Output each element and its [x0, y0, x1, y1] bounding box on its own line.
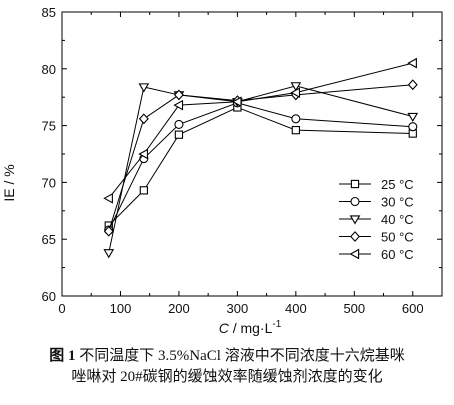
data-point-circle	[291, 114, 301, 124]
data-point-diamond	[173, 89, 184, 101]
data-point-circle	[408, 122, 418, 132]
data-point-square	[350, 179, 360, 189]
series-5	[103, 57, 417, 204]
legend-label: 30 °C	[381, 195, 414, 210]
data-point-diamond	[407, 79, 418, 91]
y-tick-label: 60	[42, 289, 56, 304]
y-tick-label: 70	[42, 175, 56, 190]
x-tick-label: 600	[402, 301, 424, 316]
y-axis-title: IE / %	[1, 164, 17, 201]
data-point-square	[174, 130, 184, 139]
x-tick-label: 400	[285, 301, 307, 316]
legend: 25 °C 30 °C 40 °C 50 °C 60 °C	[339, 177, 414, 262]
y-tick-label: 65	[42, 232, 56, 247]
legend-label: 60 °C	[381, 247, 414, 262]
x-axis: 0 100 200 300 400 500 600	[58, 12, 424, 316]
legend-item-4: 50 °C	[339, 230, 414, 245]
x-tick-label: 0	[58, 301, 65, 316]
data-point-diamond	[103, 225, 114, 237]
series-line	[108, 102, 413, 231]
data-point-triangle-down	[349, 215, 361, 225]
caption-line-2: 唑啉对 20#碳钢的缓蚀效率随缓蚀剂浓度的变化	[71, 369, 383, 385]
data-point-square	[139, 186, 148, 195]
series-line	[108, 84, 413, 232]
legend-item-5: 60 °C	[339, 247, 414, 262]
data-point-square	[291, 125, 300, 135]
data-point-triangle-down	[290, 82, 302, 92]
data-point-circle	[174, 119, 184, 130]
figure-number: 图 1	[49, 348, 76, 364]
x-tick-label: 200	[168, 301, 190, 316]
data-point-triangle-left	[138, 148, 148, 160]
series-4	[103, 79, 418, 237]
x-tick-label: 500	[343, 301, 365, 316]
series-1	[104, 103, 417, 230]
legend-label: 50 °C	[381, 230, 414, 245]
data-point-triangle-left	[407, 57, 417, 69]
series-2	[104, 98, 418, 235]
legend-label: 25 °C	[381, 177, 414, 192]
series-layer	[103, 57, 419, 259]
data-point-triangle-left	[349, 248, 360, 260]
data-point-triangle-down	[407, 112, 419, 122]
data-point-diamond	[138, 113, 149, 125]
series-line	[108, 62, 413, 199]
data-point-triangle-down	[103, 249, 115, 259]
data-point-triangle-left	[290, 87, 300, 98]
data-point-triangle-left	[103, 192, 113, 204]
caption-text-1: 不同温度下 3.5%NaCl 溶液中不同浓度十六烷基咪	[79, 348, 405, 364]
legend-item-3: 40 °C	[339, 212, 414, 227]
figure-caption: 图 1 不同温度下 3.5%NaCl 溶液中不同浓度十六烷基咪 唑啉对 20#碳…	[0, 346, 454, 388]
data-point-triangle-left	[173, 99, 184, 111]
data-point-diamond	[350, 231, 360, 242]
data-point-circle	[350, 196, 360, 207]
caption-line-1: 图 1 不同温度下 3.5%NaCl 溶液中不同浓度十六烷基咪	[0, 346, 454, 367]
y-tick-label: 85	[42, 5, 56, 20]
x-tick-label: 300	[227, 301, 249, 316]
series-line	[108, 85, 413, 253]
legend-item-2: 30 °C	[339, 195, 414, 210]
series-line	[108, 106, 413, 226]
data-point-triangle-left	[231, 96, 242, 108]
data-point-triangle-down	[138, 83, 150, 93]
y-axis: 60 65 70 75 80 85	[42, 5, 442, 304]
y-tick-label: 75	[42, 119, 56, 134]
legend-item-1: 25 °C	[339, 177, 414, 192]
x-axis-title: C / mg·L-1	[219, 319, 282, 336]
y-tick-label: 80	[42, 62, 56, 77]
legend-label: 40 °C	[381, 212, 414, 227]
x-tick-label: 100	[110, 301, 132, 316]
